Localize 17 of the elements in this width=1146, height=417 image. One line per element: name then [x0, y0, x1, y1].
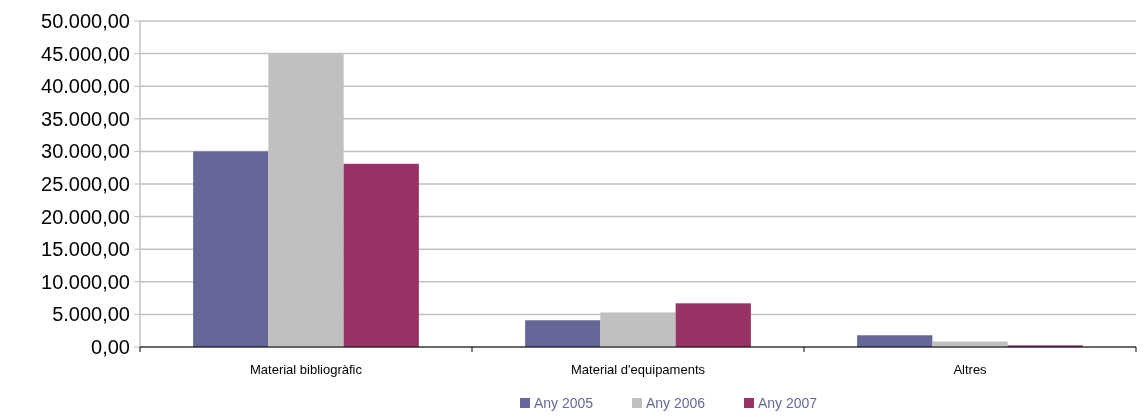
legend-label: Any 2005 [534, 395, 594, 411]
y-tick-label: 20.000,00 [41, 205, 130, 228]
legend-label: Any 2006 [646, 395, 706, 411]
legend-label: Any 2007 [758, 395, 818, 411]
y-tick-label: 10.000,00 [41, 270, 130, 293]
y-tick-label: 40.000,00 [41, 75, 130, 98]
y-tick-label: 30.000,00 [41, 140, 130, 163]
x-tick-label: Material bibliogràfic [250, 362, 363, 377]
y-tick-label: 0,00 [91, 336, 130, 358]
y-tick-label: 5.000,00 [52, 303, 130, 326]
y-tick-label: 50.000,00 [41, 10, 130, 32]
x-tick-label: Material d'equipaments [571, 362, 706, 377]
y-tick-label: 25.000,00 [41, 173, 130, 195]
x-tick-label: Altres [953, 362, 988, 377]
y-tick-label: 35.000,00 [41, 107, 130, 130]
y-tick-label: 15.000,00 [41, 238, 130, 261]
y-tick-label: 45.000,00 [41, 42, 130, 65]
